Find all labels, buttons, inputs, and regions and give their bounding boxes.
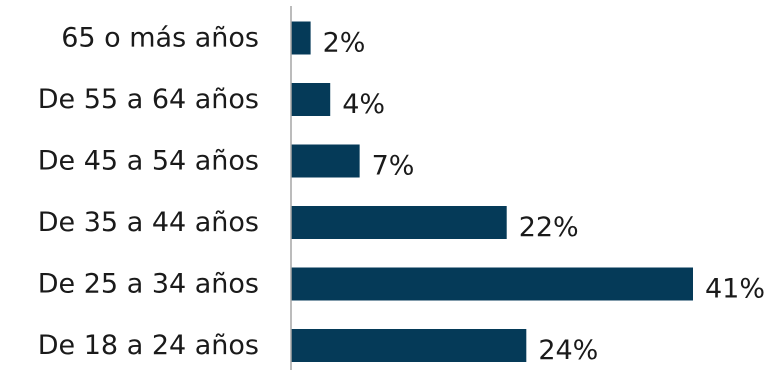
value-label-4: 41%: [705, 274, 765, 305]
category-label-4: De 25 a 34 años: [38, 269, 259, 300]
category-label-2: De 45 a 54 años: [38, 146, 259, 177]
value-label-0: 2%: [323, 28, 366, 59]
category-label-1: De 55 a 64 años: [38, 84, 259, 115]
value-label-5: 24%: [538, 335, 598, 366]
bar-2: [291, 144, 360, 178]
value-labels-group: 2% 4% 7% 22% 41% 24%: [323, 28, 765, 367]
category-label-5: De 18 a 24 años: [38, 330, 259, 361]
bar-0: [291, 21, 311, 55]
bar-4: [291, 267, 693, 301]
category-label-3: De 35 a 44 años: [38, 207, 259, 238]
bar-5: [291, 329, 527, 362]
bars-group: [291, 21, 693, 362]
value-label-1: 4%: [342, 89, 385, 120]
value-label-3: 22%: [519, 212, 579, 243]
bar-1: [291, 83, 331, 116]
category-labels-group: 65 o más años De 55 a 64 años De 45 a 54 a…: [38, 23, 259, 362]
value-label-2: 7%: [372, 151, 415, 182]
category-label-0: 65 o más años: [61, 23, 259, 54]
bar-3: [291, 206, 507, 239]
